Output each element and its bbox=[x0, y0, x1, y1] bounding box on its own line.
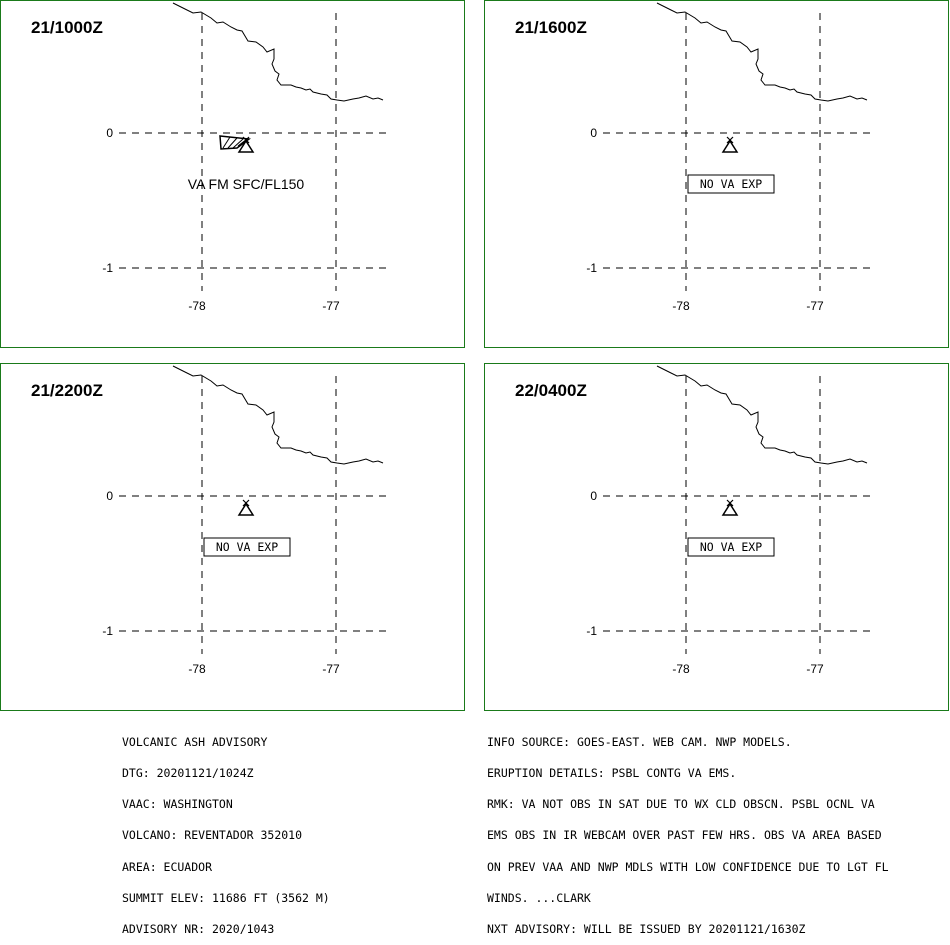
no-ash-expected-label: NO VA EXP bbox=[216, 540, 278, 554]
advisory-line: VOLCANIC ASH ADVISORY bbox=[122, 734, 268, 749]
latitude-label: 0 bbox=[106, 126, 113, 140]
map-canvas: 0 -1 -78 -77 NO VA EXP bbox=[102, 365, 386, 676]
valid-time-label: 21/1000Z bbox=[31, 18, 103, 37]
label-box bbox=[203, 537, 291, 557]
graticule bbox=[603, 376, 870, 654]
eruption-mark bbox=[242, 499, 250, 507]
eruption-mark bbox=[242, 136, 250, 144]
no-ash-expected-box: NO VA EXP bbox=[203, 537, 291, 557]
eruption-mark bbox=[726, 499, 734, 507]
longitude-label: -77 bbox=[806, 662, 824, 676]
map-canvas: 0 -1 -78 -77 VA FM SFC/FL150 bbox=[102, 2, 386, 313]
no-ash-expected-box: NO VA EXP bbox=[687, 174, 775, 194]
coastline bbox=[172, 2, 384, 102]
ash-outline bbox=[219, 135, 251, 150]
volcano-triangle bbox=[237, 139, 255, 153]
ash-level-label: VA FM SFC/FL150 bbox=[188, 176, 305, 192]
no-ash-expected-box: NO VA EXP bbox=[687, 537, 775, 557]
longitude-label: -77 bbox=[322, 662, 340, 676]
remarks-line: ON PREV VAA AND NWP MDLS WITH LOW CONFID… bbox=[487, 859, 889, 874]
eruption-mark bbox=[726, 136, 734, 144]
graticule bbox=[119, 376, 386, 654]
advisory-remarks-block: INFO SOURCE: GOES-EAST. WEB CAM. NWP MOD… bbox=[487, 716, 889, 945]
valid-time-label: 21/2200Z bbox=[31, 381, 103, 400]
longitude-label: -77 bbox=[322, 299, 340, 313]
volcano-triangle-icon bbox=[721, 136, 739, 153]
volcano-triangle bbox=[721, 502, 739, 516]
remarks-line: NXT ADVISORY: WILL BE ISSUED BY 20201121… bbox=[487, 922, 806, 937]
longitude-label: -78 bbox=[672, 662, 690, 676]
volcano-triangle-icon bbox=[237, 499, 255, 516]
advisory-line: AREA: ECUADOR bbox=[122, 859, 213, 874]
hatch-line bbox=[222, 136, 231, 149]
remarks-line: WINDS. ...CLARK bbox=[487, 890, 591, 905]
no-ash-expected-label: NO VA EXP bbox=[700, 177, 762, 191]
graticule bbox=[119, 13, 386, 291]
volcano-triangle-icon bbox=[721, 499, 739, 516]
volcano-triangle-icon bbox=[237, 136, 255, 153]
latitude-label: -1 bbox=[586, 261, 597, 275]
graticule bbox=[603, 13, 870, 291]
coastline bbox=[172, 365, 384, 465]
advisory-line: VAAC: WASHINGTON bbox=[122, 797, 233, 812]
advisory-line: DTG: 20201121/1024Z bbox=[122, 766, 254, 781]
longitude-label: -78 bbox=[188, 299, 206, 313]
latitude-label: 0 bbox=[106, 489, 113, 503]
valid-time-label: 21/1600Z bbox=[515, 18, 587, 37]
coastline bbox=[656, 365, 868, 465]
map-canvas: 0 -1 -78 -77 NO VA EXP bbox=[586, 2, 870, 313]
volcano-triangle bbox=[237, 502, 255, 516]
remarks-line: RMK: VA NOT OBS IN SAT DUE TO WX CLD OBS… bbox=[487, 797, 875, 812]
longitude-label: -78 bbox=[672, 299, 690, 313]
latitude-label: 0 bbox=[590, 489, 597, 503]
hatch-line bbox=[232, 138, 244, 149]
volcano-triangle bbox=[721, 139, 739, 153]
advisory-line: VOLCANO: REVENTADOR 352010 bbox=[122, 828, 303, 843]
latitude-label: -1 bbox=[102, 624, 113, 638]
advisory-line: ADVISORY NR: 2020/1043 bbox=[122, 922, 275, 937]
no-ash-expected-label: NO VA EXP bbox=[700, 540, 762, 554]
hatch-line bbox=[227, 137, 238, 149]
latitude-label: -1 bbox=[102, 261, 113, 275]
advisory-line: SUMMIT ELEV: 11686 FT (3562 M) bbox=[122, 890, 330, 905]
coastline bbox=[656, 2, 868, 102]
latitude-label: -1 bbox=[586, 624, 597, 638]
longitude-label: -78 bbox=[188, 662, 206, 676]
valid-time-label: 22/0400Z bbox=[515, 381, 587, 400]
forecast-panel-1: 21/1000Z 0 -1 -78 -77 VA FM SFC/FL150 bbox=[0, 0, 465, 348]
map-canvas: 0 -1 -78 -77 NO VA EXP bbox=[586, 365, 870, 676]
label-box bbox=[687, 174, 775, 194]
forecast-panel-4: 22/0400Z 0 -1 -78 -77 NO VA EXP bbox=[484, 363, 949, 711]
longitude-label: -77 bbox=[806, 299, 824, 313]
label-box bbox=[687, 537, 775, 557]
forecast-panel-2: 21/1600Z 0 -1 -78 -77 NO VA EXP bbox=[484, 0, 949, 348]
forecast-panel-3: 21/2200Z 0 -1 -78 -77 NO VA EXP bbox=[0, 363, 465, 711]
remarks-line: EMS OBS IN IR WEBCAM OVER PAST FEW HRS. … bbox=[487, 828, 882, 843]
advisory-header-block: VOLCANIC ASH ADVISORY DTG: 20201121/1024… bbox=[122, 716, 330, 945]
latitude-label: 0 bbox=[590, 126, 597, 140]
remarks-line: INFO SOURCE: GOES-EAST. WEB CAM. NWP MOD… bbox=[487, 734, 792, 749]
remarks-line: ERUPTION DETAILS: PSBL CONTG VA EMS. bbox=[487, 766, 737, 781]
